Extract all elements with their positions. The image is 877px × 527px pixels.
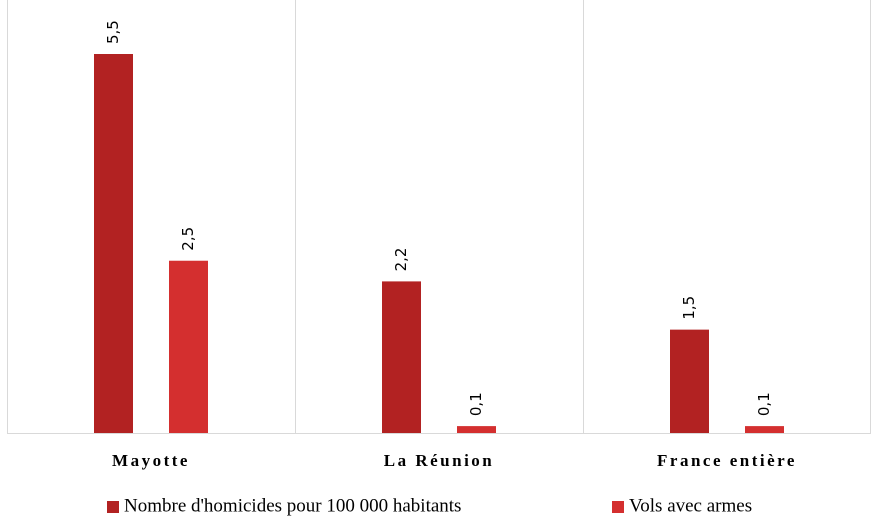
- legend-label: Nombre d'homicides pour 100 000 habitant…: [124, 495, 461, 516]
- value-label: 1,5: [680, 296, 698, 320]
- value-label: 0,1: [467, 392, 485, 416]
- bar: [382, 281, 421, 433]
- legend-swatch: [107, 501, 119, 513]
- x-tick-label: France entière: [657, 451, 797, 470]
- value-label: 2,2: [392, 248, 410, 272]
- bar: [94, 54, 133, 433]
- separators: [7, 0, 871, 434]
- x-tick-label: Mayotte: [112, 451, 190, 470]
- value-label: 5,5: [104, 20, 122, 44]
- x-tick-label: La Réunion: [384, 451, 495, 470]
- legend-swatch: [612, 501, 624, 513]
- bar: [670, 329, 709, 433]
- bar: [169, 260, 208, 433]
- legend-label: Vols avec armes: [629, 495, 752, 516]
- value-label: 0,1: [755, 392, 773, 416]
- value-label: 2,5: [179, 227, 197, 251]
- bar: [745, 426, 784, 433]
- bar: [457, 426, 496, 433]
